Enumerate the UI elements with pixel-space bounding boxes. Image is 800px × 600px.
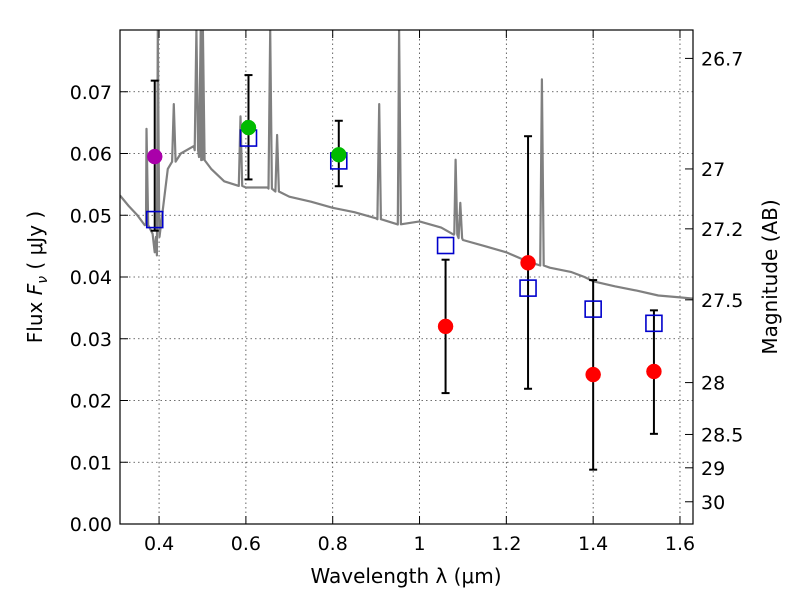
observed-point-red bbox=[437, 318, 454, 335]
x-tick-label: 0.4 bbox=[144, 533, 174, 555]
y2-tick-label: 28 bbox=[701, 373, 725, 395]
observed-point-purple bbox=[146, 148, 163, 165]
y-tick-label: 0.06 bbox=[70, 144, 112, 166]
y-tick-label: 0.03 bbox=[70, 329, 112, 351]
y-tick-label: 0.05 bbox=[70, 205, 112, 227]
x-tick-label: 0.8 bbox=[318, 533, 348, 555]
axes-ticks: 0.4 0.6 0.8 1 1.2 1.4 1.6 0.00 0.01 0.02 0.03 0.04 0… bbox=[70, 30, 743, 555]
observed-point-red bbox=[646, 363, 662, 380]
model-photometry-square bbox=[645, 314, 663, 333]
y-tick-label: 0.07 bbox=[70, 82, 112, 104]
observed-point-green bbox=[240, 119, 257, 136]
x-axis-label: Wavelength λ (μm) bbox=[310, 564, 501, 588]
observed-point-red bbox=[585, 366, 601, 383]
x-tick-label: 1 bbox=[413, 533, 425, 555]
y-axis-label: Flux Fν ( μJy ) bbox=[23, 211, 51, 343]
y-tick-label: 0.01 bbox=[70, 452, 112, 474]
y2-tick-label: 26.7 bbox=[701, 48, 743, 70]
plot-area bbox=[120, 30, 693, 471]
x-tick-label: 0.6 bbox=[231, 533, 261, 555]
y2-axis-label: Magnitude (AB) bbox=[758, 199, 782, 354]
y-tick-label: 0.02 bbox=[70, 391, 112, 413]
y-tick-label: 0.00 bbox=[70, 514, 112, 536]
model-photometry-square bbox=[584, 300, 602, 318]
y2-tick-label: 28.5 bbox=[701, 424, 743, 446]
y2-tick-label: 30 bbox=[701, 492, 725, 514]
model-photometry-square bbox=[436, 236, 455, 255]
y-tick-label: 0.04 bbox=[70, 267, 112, 289]
x-tick-label: 1.2 bbox=[491, 533, 521, 555]
model-sed-line bbox=[120, 30, 693, 300]
y2-tick-label: 29 bbox=[701, 458, 725, 480]
grid bbox=[120, 30, 693, 524]
y2-tick-label: 27.2 bbox=[701, 219, 743, 241]
x-tick-label: 1.6 bbox=[665, 533, 695, 555]
x-tick-label: 1.4 bbox=[578, 533, 608, 555]
model-photometry-square bbox=[145, 210, 164, 229]
y2-tick-label: 27 bbox=[701, 159, 725, 181]
observed-point-green bbox=[331, 146, 347, 163]
model-photometry-square bbox=[519, 279, 537, 297]
observed-point-red bbox=[520, 255, 536, 271]
y2-tick-label: 27.5 bbox=[701, 290, 743, 312]
